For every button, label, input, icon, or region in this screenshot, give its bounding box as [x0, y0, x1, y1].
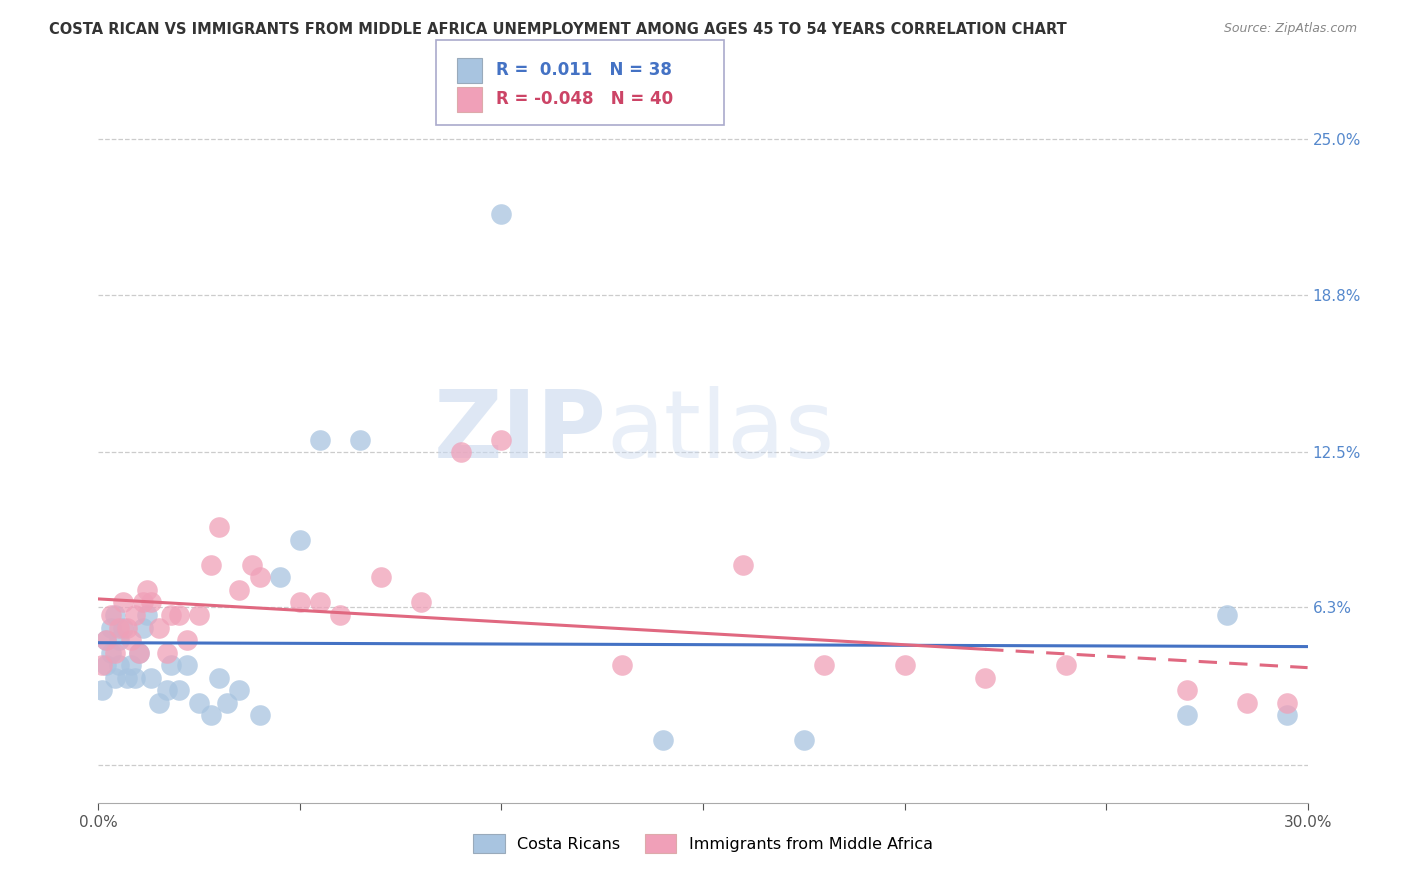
Point [491, 433, 513, 447]
Point [249, 570, 271, 584]
Point [100, 646, 122, 660]
Point [288, 533, 311, 547]
Point [228, 683, 250, 698]
Point [200, 558, 222, 572]
Point [100, 607, 122, 622]
Point [167, 607, 190, 622]
Text: R = -0.048   N = 40: R = -0.048 N = 40 [496, 90, 673, 108]
Point [139, 595, 162, 609]
Point [156, 683, 179, 698]
Point [124, 607, 146, 622]
Point [132, 595, 155, 609]
Point [491, 207, 513, 221]
Point [107, 633, 129, 648]
Text: R =  0.011   N = 38: R = 0.011 N = 38 [496, 62, 672, 79]
Point [217, 696, 239, 710]
Point [156, 646, 179, 660]
Point [107, 621, 129, 635]
Point [409, 595, 432, 609]
Point [135, 607, 157, 622]
Point [91, 658, 114, 673]
Point [167, 683, 190, 698]
Point [893, 658, 915, 673]
Point [1175, 683, 1198, 698]
Point [111, 595, 134, 609]
Point [103, 671, 125, 685]
Point [188, 607, 211, 622]
Point [309, 595, 332, 609]
Point [107, 658, 129, 673]
Point [135, 582, 157, 597]
Point [349, 433, 371, 447]
Point [1277, 696, 1299, 710]
Text: Source: ZipAtlas.com: Source: ZipAtlas.com [1223, 22, 1357, 36]
Text: COSTA RICAN VS IMMIGRANTS FROM MIDDLE AFRICA UNEMPLOYMENT AMONG AGES 45 TO 54 YE: COSTA RICAN VS IMMIGRANTS FROM MIDDLE AF… [49, 22, 1067, 37]
Point [139, 671, 162, 685]
Point [91, 683, 114, 698]
Point [115, 621, 138, 635]
Point [128, 646, 150, 660]
Point [128, 646, 150, 660]
Point [974, 671, 997, 685]
Legend: Costa Ricans, Immigrants from Middle Africa: Costa Ricans, Immigrants from Middle Afr… [467, 828, 939, 859]
Point [370, 570, 392, 584]
Point [1216, 607, 1239, 622]
Point [96, 633, 118, 648]
Point [124, 671, 146, 685]
Text: atlas: atlas [606, 385, 835, 478]
Point [160, 658, 183, 673]
Point [188, 696, 211, 710]
Point [329, 607, 352, 622]
Point [813, 658, 835, 673]
Point [733, 558, 755, 572]
Point [288, 595, 311, 609]
Point [793, 733, 815, 747]
Point [1054, 658, 1077, 673]
Point [115, 671, 138, 685]
Point [651, 733, 673, 747]
Point [176, 658, 198, 673]
Point [249, 708, 271, 723]
Point [120, 633, 142, 648]
Point [200, 708, 222, 723]
Point [111, 621, 134, 635]
Point [240, 558, 263, 572]
Point [100, 621, 122, 635]
Point [1175, 708, 1198, 723]
Text: ZIP: ZIP [433, 385, 606, 478]
Point [228, 582, 250, 597]
Point [208, 520, 231, 534]
Point [1277, 708, 1299, 723]
Point [612, 658, 634, 673]
Point [103, 607, 125, 622]
Point [96, 633, 118, 648]
Point [160, 607, 183, 622]
Point [1236, 696, 1258, 710]
Point [148, 621, 170, 635]
Point [450, 445, 472, 459]
Point [120, 658, 142, 673]
Point [148, 696, 170, 710]
Point [269, 570, 291, 584]
Point [309, 433, 332, 447]
Point [96, 658, 118, 673]
Point [103, 646, 125, 660]
Point [176, 633, 198, 648]
Point [208, 671, 231, 685]
Point [132, 621, 155, 635]
